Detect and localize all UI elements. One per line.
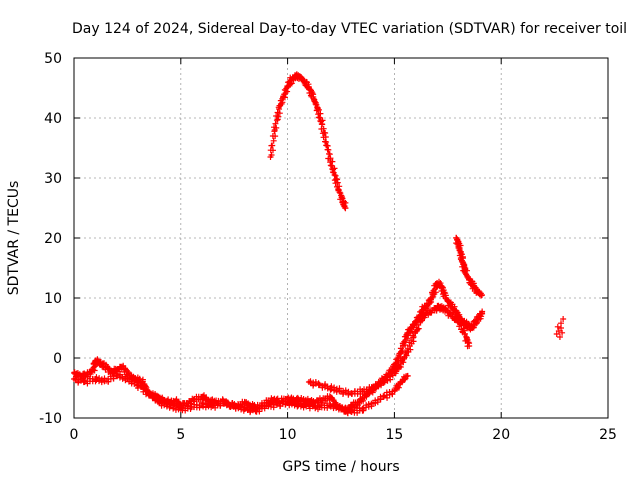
data-point xyxy=(369,386,376,393)
data-point xyxy=(478,292,485,298)
data-point xyxy=(478,310,485,316)
y-axis-label: SDTVAR / TECUs xyxy=(6,181,22,296)
data-point xyxy=(274,116,281,123)
data-point xyxy=(334,179,341,186)
data-point xyxy=(316,381,323,388)
data-point xyxy=(339,404,346,411)
data-point xyxy=(268,142,275,149)
data-point xyxy=(288,399,295,406)
x-tick-label: 10 xyxy=(279,427,297,443)
x-axis-ticks: 0 5 10 15 20 25 xyxy=(70,58,617,443)
data-point xyxy=(278,100,285,107)
data-point xyxy=(554,323,561,330)
data-point xyxy=(223,400,230,407)
x-tick-label: 20 xyxy=(492,427,510,443)
data-point xyxy=(326,150,333,157)
data-point xyxy=(556,334,563,340)
data-points xyxy=(71,71,567,417)
data-point xyxy=(335,186,342,193)
data-point xyxy=(280,93,287,100)
data-point xyxy=(309,401,316,408)
data-point xyxy=(272,133,279,140)
data-point xyxy=(474,319,481,326)
data-point xyxy=(241,404,248,411)
y-tick-label: 0 xyxy=(53,351,62,367)
x-tick-label: 25 xyxy=(599,427,617,443)
data-point xyxy=(72,375,79,382)
data-point xyxy=(167,401,174,408)
data-point xyxy=(273,124,280,131)
data-point xyxy=(461,330,468,337)
data-point xyxy=(447,309,454,316)
data-point xyxy=(336,189,343,196)
data-point xyxy=(324,146,331,153)
y-tick-label: 40 xyxy=(44,111,62,127)
y-tick-label: 30 xyxy=(44,171,62,187)
data-point xyxy=(377,395,384,402)
data-point xyxy=(332,172,339,179)
data-point xyxy=(275,113,282,120)
data-point xyxy=(331,165,338,172)
data-point xyxy=(244,405,251,412)
data-point xyxy=(309,90,316,97)
data-point xyxy=(77,376,84,382)
data-point xyxy=(400,340,407,347)
x-tick-label: 5 xyxy=(176,427,185,443)
data-point xyxy=(311,97,318,104)
data-point xyxy=(560,316,567,322)
data-point xyxy=(315,114,322,121)
data-point xyxy=(374,399,381,406)
data-point xyxy=(317,110,324,117)
data-point xyxy=(307,378,314,385)
data-point xyxy=(341,203,348,210)
data-point xyxy=(272,120,279,127)
data-point xyxy=(315,106,322,113)
y-tick-label: 50 xyxy=(44,51,62,67)
data-point xyxy=(377,382,384,389)
y-axis-ticks: -10 0 10 20 30 40 50 xyxy=(39,51,608,427)
data-point xyxy=(342,387,349,394)
data-point xyxy=(282,87,289,94)
y-tick-label: -10 xyxy=(39,411,62,427)
data-point xyxy=(439,284,446,290)
data-point xyxy=(273,117,280,124)
data-point xyxy=(333,175,340,182)
data-point xyxy=(466,343,473,349)
data-point xyxy=(342,205,349,211)
data-point xyxy=(323,142,330,149)
data-point xyxy=(558,320,565,327)
data-point xyxy=(319,121,326,128)
data-point xyxy=(291,400,298,407)
data-point xyxy=(312,101,319,107)
x-tick-label: 15 xyxy=(385,427,403,443)
x-axis-label: GPS time / hours xyxy=(282,459,399,475)
data-point xyxy=(401,355,408,362)
data-point xyxy=(331,172,338,178)
data-point xyxy=(465,339,472,346)
data-point xyxy=(320,125,327,132)
y-tick-label: 10 xyxy=(44,291,62,307)
data-point xyxy=(321,129,328,136)
data-point xyxy=(269,147,276,154)
data-point xyxy=(270,137,277,144)
data-point xyxy=(404,373,411,379)
x-tick-label: 0 xyxy=(70,427,79,443)
data-point xyxy=(327,162,334,169)
data-point xyxy=(441,289,448,296)
data-point xyxy=(321,382,328,389)
data-point xyxy=(463,336,470,343)
data-point xyxy=(268,152,275,158)
data-point xyxy=(329,158,336,165)
y-tick-label: 20 xyxy=(44,231,62,247)
data-point xyxy=(432,289,439,296)
grid-lines xyxy=(74,58,608,418)
data-point xyxy=(559,329,566,336)
data-point xyxy=(478,311,485,317)
data-point xyxy=(312,379,319,385)
data-point xyxy=(338,194,345,201)
data-point xyxy=(116,372,123,379)
data-point xyxy=(276,110,283,117)
chart-title: Day 124 of 2024, Sidereal Day-to-day VTE… xyxy=(72,21,627,37)
